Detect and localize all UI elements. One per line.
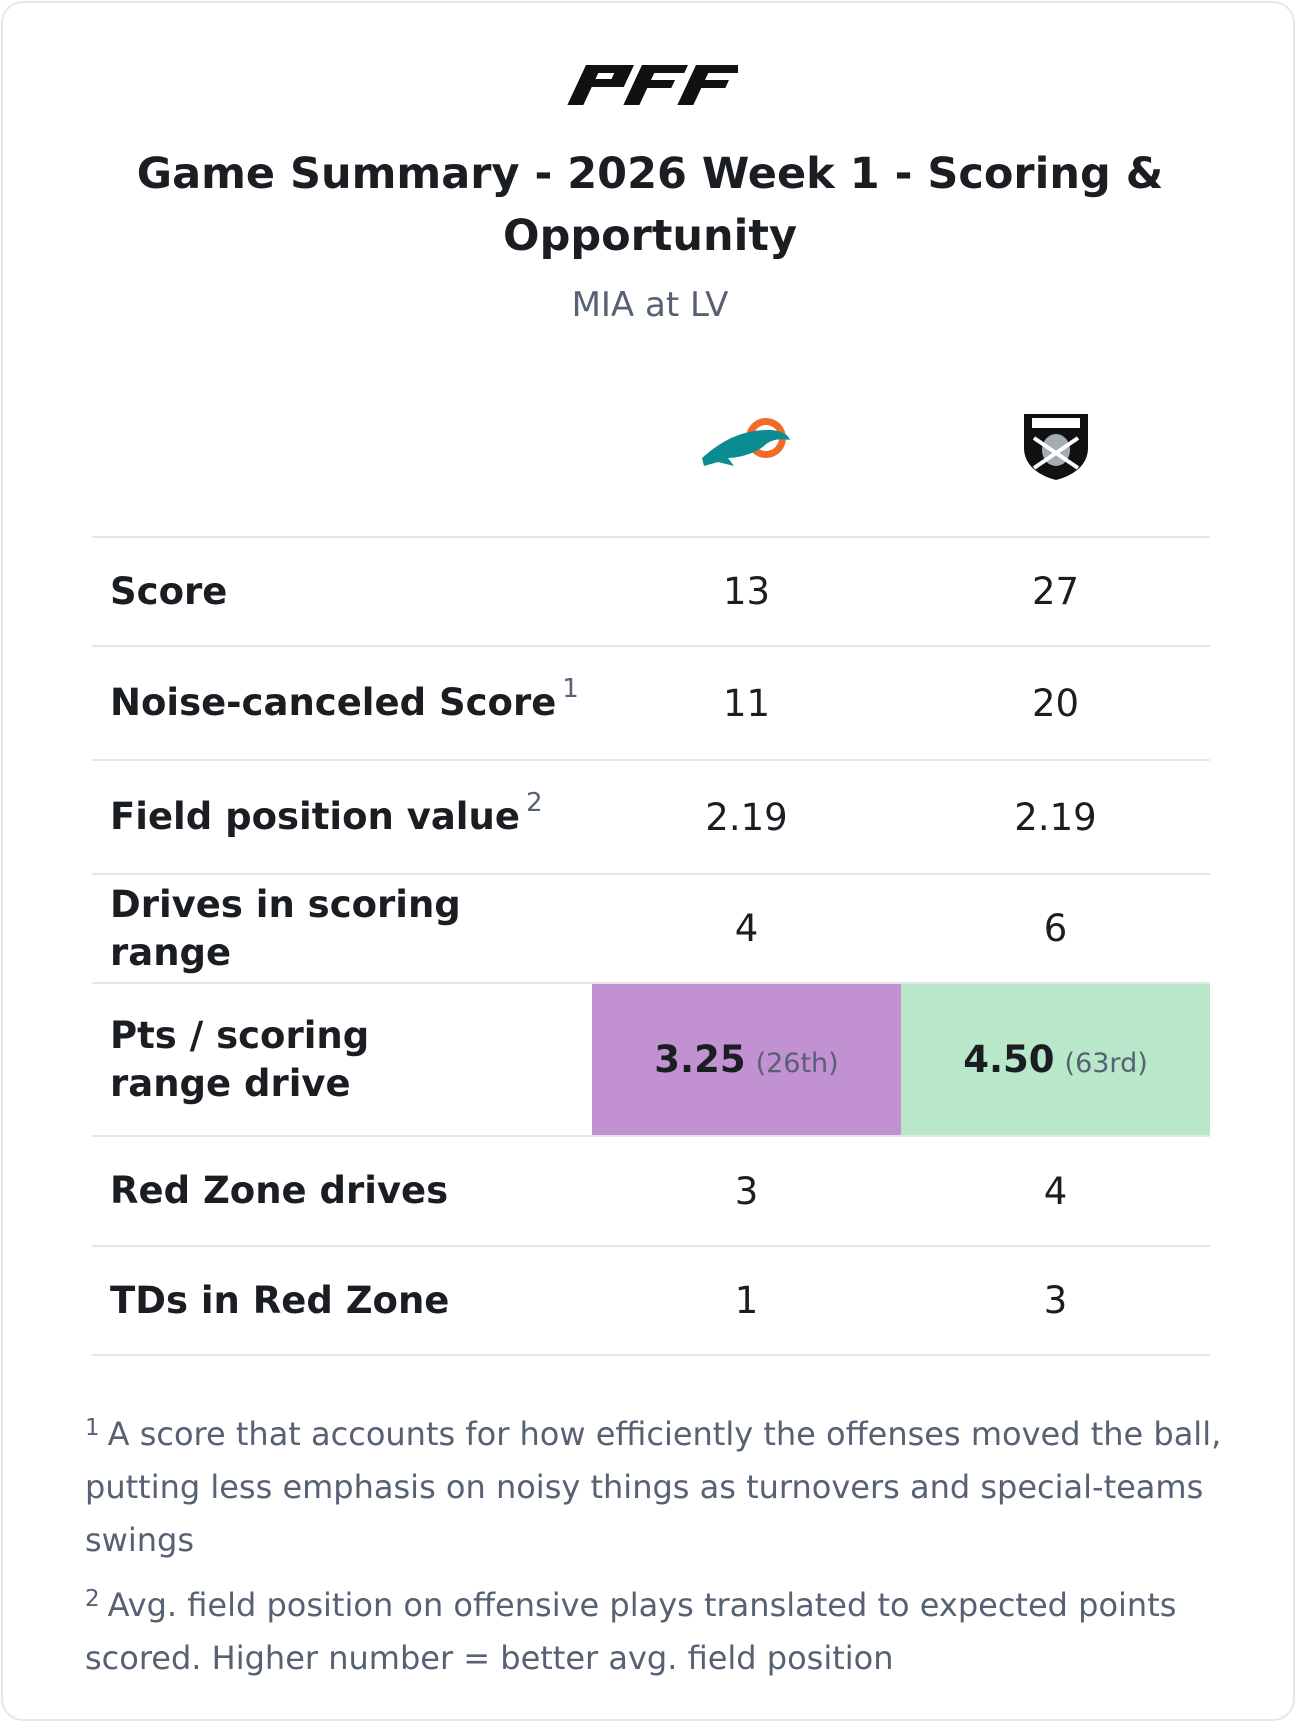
value-cell: 4 xyxy=(592,875,901,982)
value-cell: 3.25 (26th) xyxy=(592,984,901,1135)
value: 3 xyxy=(734,1169,759,1213)
title: Game Summary - 2026 Week 1 - Scoring & O… xyxy=(136,149,1164,261)
value-cell: 4.50 (63rd) xyxy=(901,984,1210,1135)
row-label: Noise-canceled Score 1 xyxy=(92,647,592,759)
value: 4 xyxy=(734,907,759,950)
row-label-text: Drives in scoring range xyxy=(110,882,461,974)
value-cell: 13 xyxy=(592,538,901,645)
value: 3 xyxy=(1043,1279,1068,1322)
value: 27 xyxy=(1031,570,1080,613)
value: 13 xyxy=(722,570,771,613)
row-label: TDs in Red Zone xyxy=(92,1247,592,1354)
value: 11 xyxy=(722,681,771,725)
mia-logo xyxy=(702,418,790,466)
footnote-marker: 2 xyxy=(85,1586,100,1612)
pff-logo xyxy=(567,65,738,105)
footnote-text: A score that accounts for how efficientl… xyxy=(85,1415,1222,1559)
row-label-text: Red Zone drives xyxy=(110,1169,449,1212)
value-cell: 20 xyxy=(901,647,1210,759)
value-cell: 2.19 xyxy=(592,761,901,873)
value-cell: 3 xyxy=(592,1137,901,1245)
footnote-ref: 1 xyxy=(562,674,579,704)
row-label: Drives in scoring range xyxy=(92,875,592,982)
lv-logo xyxy=(1024,414,1088,480)
row-label: Red Zone drives xyxy=(92,1137,592,1245)
value: 4 xyxy=(1043,1169,1068,1213)
footnote: 2 Avg. field position on offensive plays … xyxy=(85,1579,1225,1685)
row-label: Pts / scoring range drive xyxy=(92,984,592,1135)
value: 1 xyxy=(734,1279,759,1322)
value-cell: 2.19 xyxy=(901,761,1210,873)
value: 3.25 xyxy=(654,1038,746,1081)
rank: (63rd) xyxy=(1064,1048,1148,1079)
row-label-text: Score xyxy=(110,569,228,613)
row-label-text: TDs in Red Zone xyxy=(110,1278,450,1322)
value: 4.50 xyxy=(963,1038,1055,1081)
value: 2.19 xyxy=(705,795,788,839)
footnote-text: Avg. field position on offensive plays t… xyxy=(85,1586,1177,1677)
table-row: TDs in Red Zone 1 3 xyxy=(92,1247,1210,1356)
table-row: Red Zone drives 3 4 xyxy=(92,1137,1210,1247)
table-row: Drives in scoring range 4 6 xyxy=(92,875,1210,984)
value-cell: 4 xyxy=(901,1137,1210,1245)
row-label-text: Pts / scoring range drive xyxy=(110,1013,370,1105)
table-row: Field position value 2 2.19 2.19 xyxy=(92,761,1210,875)
subtitle: MIA at LV xyxy=(571,285,729,325)
table-row: Pts / scoring range drive 3.25 (26th) 4.50 (… xyxy=(92,984,1210,1137)
value-cell: 3 xyxy=(901,1247,1210,1354)
row-label: Field position value 2 xyxy=(92,761,592,873)
value-cell: 11 xyxy=(592,647,901,759)
row-label-text: Field position value xyxy=(110,795,520,838)
value: 20 xyxy=(1031,681,1080,725)
row-label: Score xyxy=(92,538,592,645)
rank: (26th) xyxy=(755,1048,839,1079)
stats-table: Score 13 27 Noise-canceled Score 1 11 20 Field … xyxy=(92,536,1210,1356)
value: 6 xyxy=(1043,907,1068,950)
table-row: Noise-canceled Score 1 11 20 xyxy=(92,647,1210,761)
value: 2.19 xyxy=(1014,795,1097,839)
footnote-ref: 2 xyxy=(525,788,543,818)
value-cell: 6 xyxy=(901,875,1210,982)
value-cell: 27 xyxy=(901,538,1210,645)
footnote-marker: 1 xyxy=(85,1415,100,1441)
table-row: Score 13 27 xyxy=(92,538,1210,647)
value-cell: 1 xyxy=(592,1247,901,1354)
row-label-text: Noise-canceled Score xyxy=(110,681,557,724)
